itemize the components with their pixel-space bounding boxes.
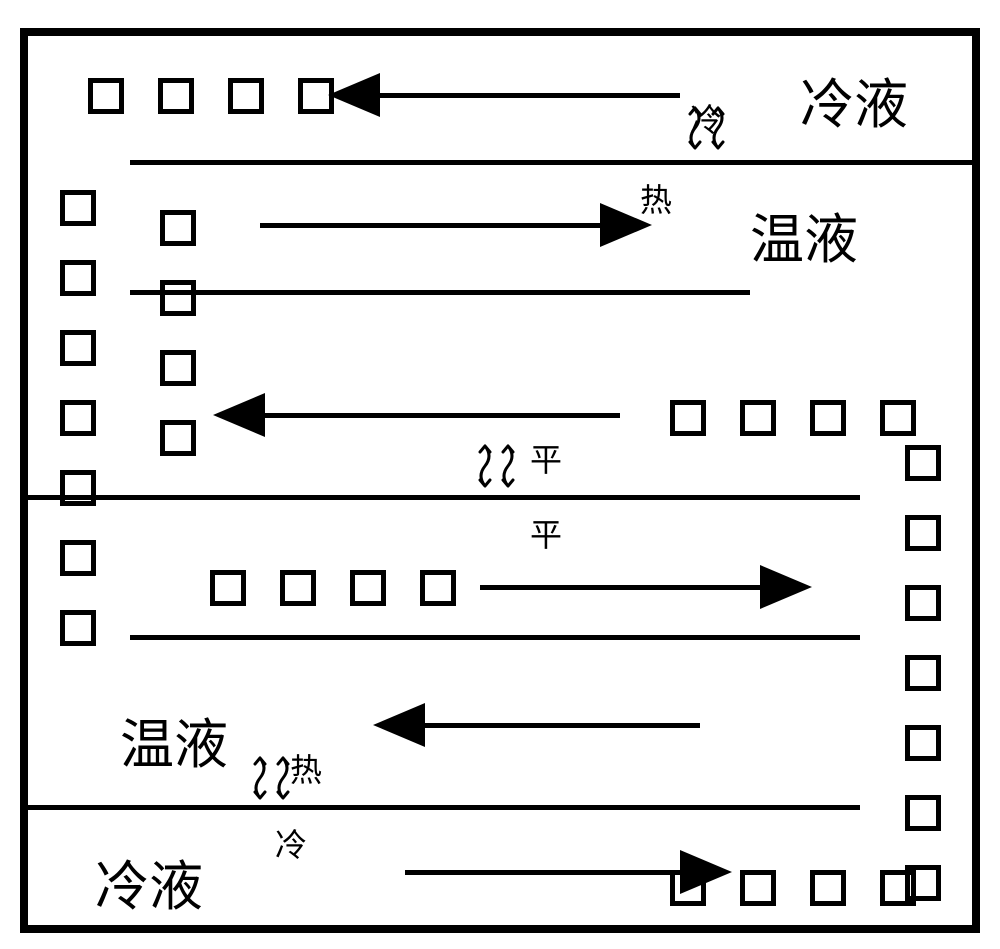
arrow-head-5 (680, 850, 732, 894)
channel-line-2 (20, 495, 860, 500)
square-7 (60, 400, 96, 436)
square-17 (810, 400, 846, 436)
label-4: 平 (530, 435, 562, 481)
arrow-shaft-2 (265, 413, 620, 418)
label-0: 冷液 (800, 60, 908, 139)
square-32 (810, 870, 846, 906)
square-1 (158, 78, 194, 114)
arrow-shaft-3 (480, 585, 760, 590)
channel-line-0 (130, 160, 980, 165)
label-7: 热 (290, 745, 322, 791)
square-0 (88, 78, 124, 114)
arrow-shaft-5 (405, 870, 680, 875)
arrow-shaft-4 (425, 723, 700, 728)
square-2 (228, 78, 264, 114)
square-11 (160, 210, 196, 246)
square-5 (60, 260, 96, 296)
square-26 (905, 655, 941, 691)
square-13 (160, 350, 196, 386)
square-28 (905, 795, 941, 831)
square-4 (60, 190, 96, 226)
square-6 (60, 330, 96, 366)
square-20 (280, 570, 316, 606)
label-8: 冷 (275, 820, 307, 866)
square-10 (60, 610, 96, 646)
label-5: 平 (530, 510, 562, 556)
square-19 (210, 570, 246, 606)
square-25 (905, 585, 941, 621)
arrow-shaft-0 (380, 93, 680, 98)
label-9: 冷液 (95, 842, 203, 921)
diagram-root: 冷液冷热温液平平温液热冷冷液 (0, 0, 1000, 949)
arrow-head-4 (373, 703, 425, 747)
channel-line-3 (130, 635, 860, 640)
square-21 (350, 570, 386, 606)
square-15 (670, 400, 706, 436)
label-3: 温液 (750, 195, 858, 274)
square-24 (905, 515, 941, 551)
square-27 (905, 725, 941, 761)
square-14 (160, 420, 196, 456)
channel-line-1 (130, 290, 750, 295)
label-2: 热 (640, 175, 672, 221)
channel-line-4 (20, 805, 860, 810)
square-12 (160, 280, 196, 316)
label-6: 温液 (120, 700, 228, 779)
arrow-head-2 (213, 393, 265, 437)
arrow-shaft-1 (260, 223, 600, 228)
arrow-head-3 (760, 565, 812, 609)
heat-transfer-icon-1 (470, 438, 530, 498)
square-8 (60, 470, 96, 506)
square-9 (60, 540, 96, 576)
square-23 (905, 445, 941, 481)
square-16 (740, 400, 776, 436)
square-33 (880, 870, 916, 906)
label-1: 冷 (690, 95, 722, 141)
arrow-head-0 (328, 73, 380, 117)
square-31 (740, 870, 776, 906)
square-18 (880, 400, 916, 436)
square-22 (420, 570, 456, 606)
